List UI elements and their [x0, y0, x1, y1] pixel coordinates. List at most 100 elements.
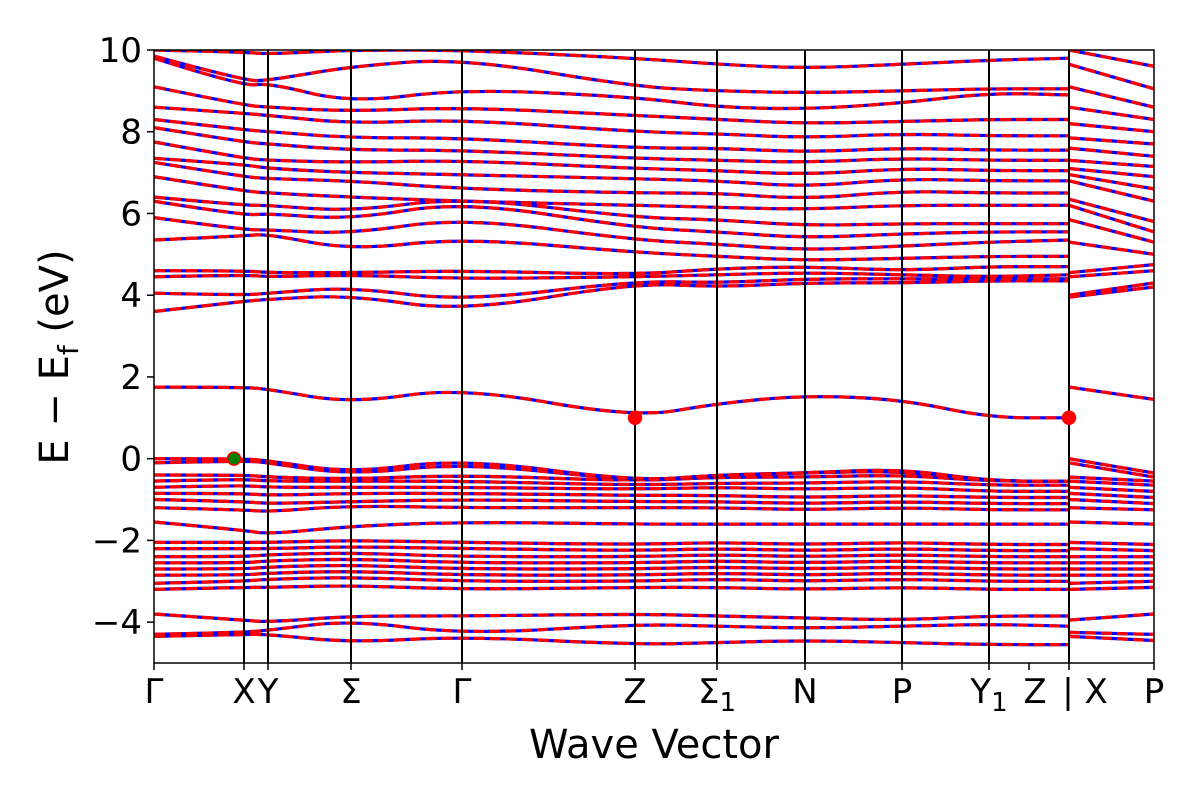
y-axis-label-sub: f [52, 344, 85, 355]
band-line-red [1068, 385, 1154, 401]
band-line-blue [1068, 62, 1154, 91]
band-line-red [1068, 179, 1154, 203]
x-tick-label: Y1 [969, 672, 1007, 718]
x-tick-label: Σ [340, 672, 361, 712]
band-line-red [1068, 62, 1154, 91]
band-line-red [1068, 197, 1154, 224]
band-line-red [1068, 475, 1154, 483]
band-line-red [154, 385, 1069, 420]
band-line-red [154, 612, 1069, 623]
band-line-red [1068, 585, 1154, 591]
band-line-red [1068, 540, 1154, 547]
band-line-red [154, 570, 1069, 577]
band-line-red [154, 199, 1069, 239]
y-tick-label: 0 [120, 440, 142, 480]
band-line-red [154, 491, 1069, 500]
band-line-red [154, 520, 1069, 535]
band-line-red [154, 160, 1069, 200]
band-line-red [154, 56, 1070, 111]
x-tick-label: P [1144, 672, 1165, 712]
band-line-red [1068, 158, 1154, 169]
x-axis-ticks: Γ X Y Σ Γ Z Σ1 N P Y1 Z | X P [145, 663, 1165, 718]
band-line-red [154, 271, 1070, 280]
band-line-red [1068, 50, 1154, 68]
band-line-red [154, 216, 1070, 251]
band-line-red [1068, 240, 1154, 256]
x-tick-label: P [892, 672, 913, 712]
band-line-red [1068, 173, 1154, 191]
band-line-red [154, 473, 1069, 483]
y-tick-label: −2 [92, 521, 142, 561]
y-tick-label: 8 [120, 113, 142, 153]
band-line-red [1068, 122, 1154, 134]
y-tick-label: 6 [120, 194, 142, 234]
band-line-red [154, 233, 1069, 262]
band-line-red [1068, 281, 1154, 297]
band-line-red [154, 279, 1069, 314]
y-tick-label: 10 [99, 31, 142, 71]
band-line-red [154, 105, 1069, 139]
band-line-red [154, 504, 1069, 513]
x-tick-label: Σ1 [698, 672, 736, 718]
x-tick-label: Γ [453, 672, 472, 712]
band-line-red [1068, 105, 1154, 122]
x-tick-label: Z [1023, 672, 1046, 712]
band-line-red [1068, 612, 1154, 622]
x-tick-label: Γ [145, 672, 164, 712]
band-line-red [1068, 285, 1154, 299]
band-line-red [154, 140, 1069, 175]
band-line-red [1068, 634, 1154, 643]
band-line-red [1068, 497, 1154, 506]
band-line-red [1068, 218, 1154, 244]
band-line-red [154, 539, 1069, 547]
band-line-red [154, 85, 1069, 125]
x-tick-label: N [792, 672, 817, 712]
band-line-red [1068, 491, 1154, 500]
band-line-red [154, 557, 1069, 565]
y-axis-label-main: E − E [32, 355, 78, 465]
band-line-red [1068, 547, 1154, 553]
band-line-red [154, 156, 1069, 187]
y-tick-label: −4 [92, 603, 142, 643]
band-line-red [1068, 579, 1154, 585]
band-edge-marker [1061, 410, 1077, 426]
band-line-blue [154, 195, 1069, 227]
band-line-red [154, 484, 1069, 493]
band-line-red [1068, 461, 1154, 479]
band-line-red [1068, 166, 1154, 179]
y-axis-label: E − Ef (eV) [32, 249, 85, 464]
band-line-red [154, 621, 1070, 636]
band-line-red [154, 576, 1069, 585]
x-tick-label: Z [623, 672, 646, 712]
band-line-red [1068, 630, 1154, 636]
band-line-red [154, 117, 1069, 153]
band-line-red [154, 584, 1069, 591]
x-axis-label: Wave Vector [529, 722, 780, 768]
band-line-red [154, 195, 1069, 227]
y-tick-label: 2 [120, 358, 142, 398]
band-line-red [154, 175, 1069, 211]
band-line-red [154, 478, 1069, 487]
band-edge-marker [627, 410, 643, 426]
band-line-red [154, 126, 1069, 164]
band-line-red [1068, 263, 1154, 275]
y-tick-label: 4 [120, 276, 142, 316]
y-axis-ticks: −4 −2 0 2 4 6 8 10 [92, 31, 154, 643]
band-line-red [1068, 85, 1154, 109]
band-line-red [1068, 520, 1154, 526]
bands-group [154, 50, 1154, 647]
band-line-red [154, 265, 1069, 276]
band-line-red [154, 545, 1069, 553]
band-line-red [154, 563, 1069, 571]
band-line-red [154, 551, 1069, 559]
band-line-red [1068, 479, 1154, 487]
band-line-red [154, 457, 1069, 483]
plot-area [153, 49, 1155, 664]
plot-frame [153, 49, 1155, 664]
band-line-red [154, 497, 1069, 506]
band-line-red [154, 277, 1069, 299]
band-line-red [154, 632, 1069, 647]
x-tick-label: X [232, 672, 255, 712]
x-tick-label: Y [257, 672, 279, 712]
band-edge-marker [226, 451, 242, 466]
